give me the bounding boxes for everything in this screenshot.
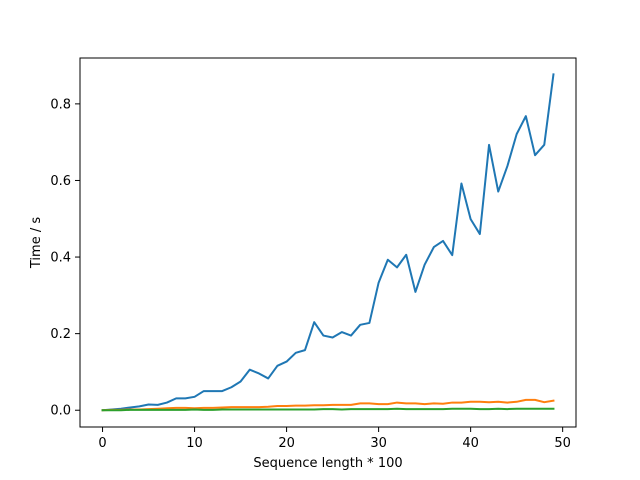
axes-frame: [79, 57, 577, 428]
x-tick-label: 30: [370, 436, 387, 451]
x-axis-ticks: 0 10 20 30 40 50: [98, 427, 571, 451]
y-tick-label: 0.2: [50, 327, 71, 342]
series-line-1: [101, 73, 555, 412]
x-tick-label: 50: [554, 436, 571, 451]
y-tick-label: 0.0: [50, 404, 71, 419]
y-tick-label: 0.8: [50, 97, 71, 112]
y-tick-label: 0.4: [50, 251, 71, 266]
series-line-2: [101, 398, 555, 412]
x-tick-label: 10: [186, 436, 203, 451]
y-axis-ticks: 0.0 0.2 0.4 0.6 0.8: [50, 97, 80, 419]
x-tick-label: 40: [462, 436, 479, 451]
y-tick-label: 0.6: [50, 174, 71, 189]
plot-area: [101, 73, 555, 412]
x-tick-label: 20: [278, 436, 295, 451]
y-axis-label: Time / s: [29, 217, 44, 269]
x-tick-label: 0: [98, 436, 106, 451]
x-axis-label: Sequence length * 100: [253, 456, 402, 471]
series-line-3: [101, 407, 555, 412]
